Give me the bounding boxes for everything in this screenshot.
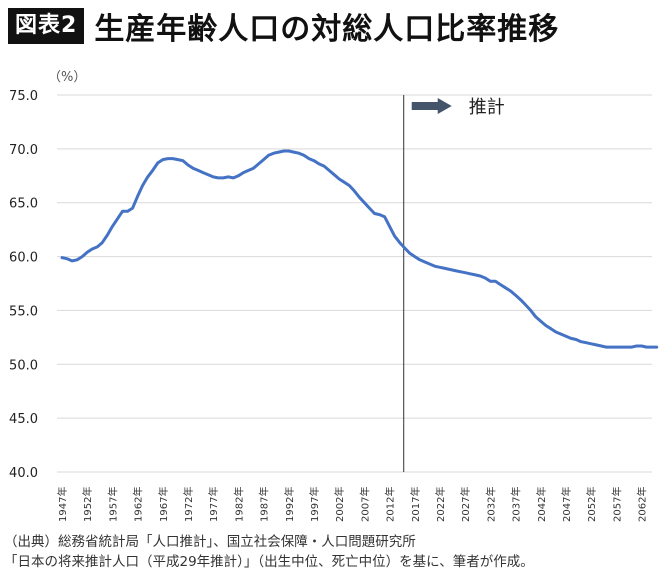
series-line bbox=[60, 149, 659, 349]
source-line-2: 「日本の将来推計人口（平成29年推計）」（出生中位、死亡中位）を基に、筆者が作成… bbox=[4, 554, 534, 570]
x-tick-label: 1982年 bbox=[232, 487, 245, 522]
gridlines bbox=[57, 94, 652, 473]
x-axis-ticks: 1947年 1952年 1957年 1962年 1967年 1972年 1977年 1982年… bbox=[56, 487, 649, 522]
title-row: 図表2 生産年齢人口の対総人口比率推移 bbox=[8, 6, 560, 47]
y-tick-label: 65.0 bbox=[9, 197, 38, 212]
x-tick-label: 2057年 bbox=[610, 487, 623, 522]
x-tick-label: 2052年 bbox=[585, 487, 598, 522]
projection-label: 推計 bbox=[469, 97, 505, 118]
y-tick-label: 70.0 bbox=[9, 143, 38, 158]
x-tick-label: 2012年 bbox=[384, 487, 397, 522]
figure-badge: 図表2 bbox=[8, 8, 85, 44]
y-tick-label: 60.0 bbox=[9, 251, 38, 266]
y-tick-label: 55.0 bbox=[9, 304, 38, 319]
x-tick-label: 2042年 bbox=[535, 487, 548, 522]
source-note: （出典）総務省統計局「人口推計」、国立社会保障・人口問題研究所 「日本の将来推計… bbox=[4, 532, 534, 572]
x-tick-label: 1957年 bbox=[106, 487, 119, 522]
x-tick-label: 2062年 bbox=[636, 487, 649, 522]
x-tick-label: 1947年 bbox=[56, 487, 69, 522]
arrow-right-icon bbox=[411, 98, 452, 114]
y-tick-label: 50.0 bbox=[9, 358, 38, 373]
x-tick-label: 1952年 bbox=[81, 487, 94, 522]
x-tick-label: 2047年 bbox=[560, 487, 573, 522]
chart-title: 生産年齢人口の対総人口比率推移 bbox=[94, 12, 560, 47]
x-tick-label: 2032年 bbox=[484, 487, 497, 522]
x-tick-label: 1997年 bbox=[308, 487, 321, 522]
x-tick-label: 2022年 bbox=[434, 487, 447, 522]
x-tick-label: 1962年 bbox=[132, 487, 145, 522]
y-tick-label: 40.0 bbox=[9, 466, 38, 481]
y-axis-ticks: 75.0 70.0 65.0 60.0 55.0 50.0 45.0 40.0 bbox=[9, 89, 38, 481]
x-tick-label: 2007年 bbox=[358, 487, 371, 522]
x-tick-label: 1967年 bbox=[157, 487, 170, 522]
source-line-1: （出典）総務省統計局「人口推計」、国立社会保障・人口問題研究所 bbox=[4, 534, 416, 550]
x-tick-label: 1972年 bbox=[182, 487, 195, 522]
x-tick-label: 2002年 bbox=[333, 487, 346, 522]
x-tick-label: 2037年 bbox=[510, 487, 523, 522]
x-tick-label: 1992年 bbox=[283, 487, 296, 522]
x-tick-label: 2017年 bbox=[409, 487, 422, 522]
x-tick-label: 2027年 bbox=[459, 487, 472, 522]
y-axis-unit: （%） bbox=[48, 70, 87, 85]
x-tick-label: 1977年 bbox=[207, 487, 220, 522]
x-tick-label: 1987年 bbox=[258, 487, 271, 522]
projection-annotation: 推計 bbox=[411, 97, 505, 118]
y-tick-label: 45.0 bbox=[9, 412, 38, 427]
y-tick-label: 75.0 bbox=[9, 89, 38, 104]
